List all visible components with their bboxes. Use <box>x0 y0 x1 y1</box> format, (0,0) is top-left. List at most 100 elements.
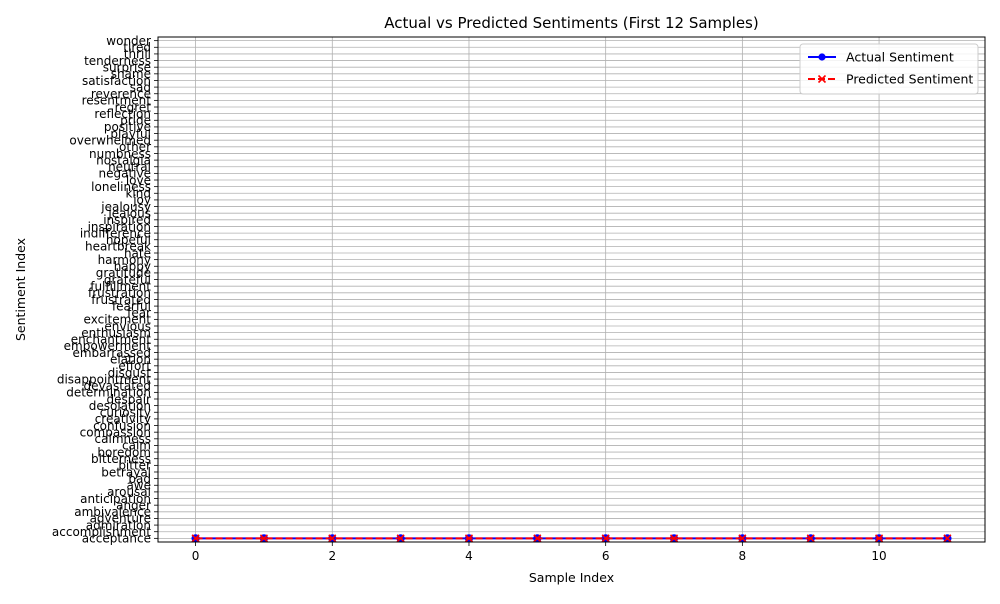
legend-box <box>799 43 979 95</box>
y-tick-label: kind <box>125 187 151 201</box>
series-1-point <box>874 534 884 543</box>
y-tick-label: wonder <box>106 34 151 48</box>
y-tick-label: enchantment <box>71 333 152 347</box>
series-1-point <box>464 534 474 543</box>
grid-lines <box>158 37 985 542</box>
x-axis-label: Sample Index <box>529 570 614 585</box>
series-1-point <box>738 534 747 543</box>
y-tick-label: tired <box>123 41 151 55</box>
y-tick-label: jealousy <box>100 200 151 214</box>
chart-title: Actual vs Predicted Sentiments (First 12… <box>384 14 758 32</box>
y-tick-label: arousal <box>107 485 151 499</box>
y-tick-label: heartbreak <box>85 240 151 254</box>
y-tick-label: determination <box>66 386 151 400</box>
series-1-point <box>806 534 815 543</box>
y-tick-label: fearful <box>112 299 151 313</box>
y-tick-label: admiration <box>86 518 151 532</box>
y-tick-label: inspiration <box>88 220 151 234</box>
y-tick-label: accomplishment <box>52 525 151 539</box>
y-tick-label: shame <box>111 67 151 81</box>
series-1-point <box>533 534 542 543</box>
y-axis-ticks: acceptanceaccomplishmentadmirationadvent… <box>52 34 158 546</box>
y-tick-label: resentment <box>82 94 152 108</box>
y-tick-label: envious <box>104 319 151 333</box>
y-tick-label: adventure <box>90 512 151 526</box>
y-tick-label: excitement <box>84 313 152 327</box>
x-tick-label: 10 <box>871 549 886 563</box>
y-tick-label: anger <box>116 498 151 512</box>
y-tick-label: surprise <box>103 60 151 74</box>
y-tick-label: bad <box>128 472 151 486</box>
series-1-point <box>669 534 679 543</box>
y-tick-label: reflection <box>94 107 151 121</box>
y-tick-label: overwhelmed <box>69 133 151 147</box>
y-tick-label: creativity <box>95 412 151 426</box>
y-tick-label: bitterness <box>91 452 151 466</box>
x-tick-label: 8 <box>739 549 747 563</box>
y-tick-label: fulfillment <box>90 279 151 293</box>
y-tick-label: satisfaction <box>82 74 151 88</box>
y-tick-label: compassion <box>80 425 151 439</box>
legend-item-0: Actual Sentiment <box>808 50 954 65</box>
y-tick-label: curiosity <box>100 406 151 420</box>
y-tick-label: bitter <box>118 459 151 473</box>
y-tick-label: hopeful <box>106 233 151 247</box>
y-tick-label: negative <box>99 167 151 181</box>
y-tick-label: neutral <box>108 160 151 174</box>
y-axis-label: Sentiment Index <box>13 238 28 341</box>
y-tick-label: numbness <box>89 147 151 161</box>
y-tick-label: indifference <box>80 226 151 240</box>
y-tick-label: loneliness <box>91 180 151 194</box>
y-tick-label: grateful <box>104 273 151 287</box>
y-tick-label: embarrassed <box>72 346 151 360</box>
y-tick-label: pride <box>120 114 151 128</box>
legend: Actual Sentiment Predicted Sentiment <box>799 43 979 95</box>
y-tick-label: confusion <box>93 419 151 433</box>
y-tick-label: sad <box>130 80 151 94</box>
x-axis-ticks: 0 2 4 6 8 10 <box>192 542 887 563</box>
y-tick-label: other <box>119 140 151 154</box>
y-tick-label: boredom <box>97 445 151 459</box>
y-tick-label: regret <box>115 100 152 114</box>
series-1-point <box>943 534 952 543</box>
y-tick-label: anticipation <box>80 492 151 506</box>
x-tick-label: 2 <box>328 549 336 563</box>
y-tick-label: happy <box>114 260 151 274</box>
y-tick-label: calm <box>122 439 151 453</box>
y-tick-label: reverence <box>91 87 151 101</box>
y-tick-label: empowerment <box>64 339 152 353</box>
y-tick-label: joy <box>132 193 151 207</box>
y-tick-label: frustration <box>88 286 151 300</box>
y-tick-label: tenderness <box>84 54 151 68</box>
y-tick-label: playful <box>110 127 151 141</box>
series-1-point <box>328 534 337 543</box>
y-tick-label: devastated <box>84 379 151 393</box>
y-tick-label: disappointment <box>57 372 151 386</box>
legend-label: Predicted Sentiment <box>846 72 973 87</box>
plot-frame <box>157 36 986 543</box>
y-tick-label: nostalgia <box>96 153 151 167</box>
y-tick-label: positive <box>104 120 151 134</box>
series-1-point <box>191 534 200 543</box>
y-tick-label: elation <box>110 352 151 366</box>
y-tick-label: inspired <box>103 213 151 227</box>
series-layer <box>191 534 952 543</box>
y-tick-label: gratitude <box>96 266 151 280</box>
y-tick-label: jealous <box>107 206 151 220</box>
y-tick-label: fear <box>127 306 151 320</box>
y-tick-label: betrayal <box>101 465 151 479</box>
y-tick-label: desolation <box>89 399 151 413</box>
y-tick-label: love <box>126 173 151 187</box>
series-1-point <box>259 534 269 543</box>
y-tick-label: effort <box>118 359 151 373</box>
y-tick-label: thrill <box>124 47 151 61</box>
y-tick-label: harmony <box>98 253 151 267</box>
y-tick-label: enthusiasm <box>81 326 151 340</box>
y-tick-label: acceptance <box>82 532 151 546</box>
y-tick-label: hate <box>124 246 151 260</box>
series-1-point <box>601 534 610 543</box>
series-1-point <box>396 534 405 543</box>
y-tick-label: ambivalence <box>74 505 151 519</box>
legend-item-1: Predicted Sentiment <box>808 72 973 87</box>
